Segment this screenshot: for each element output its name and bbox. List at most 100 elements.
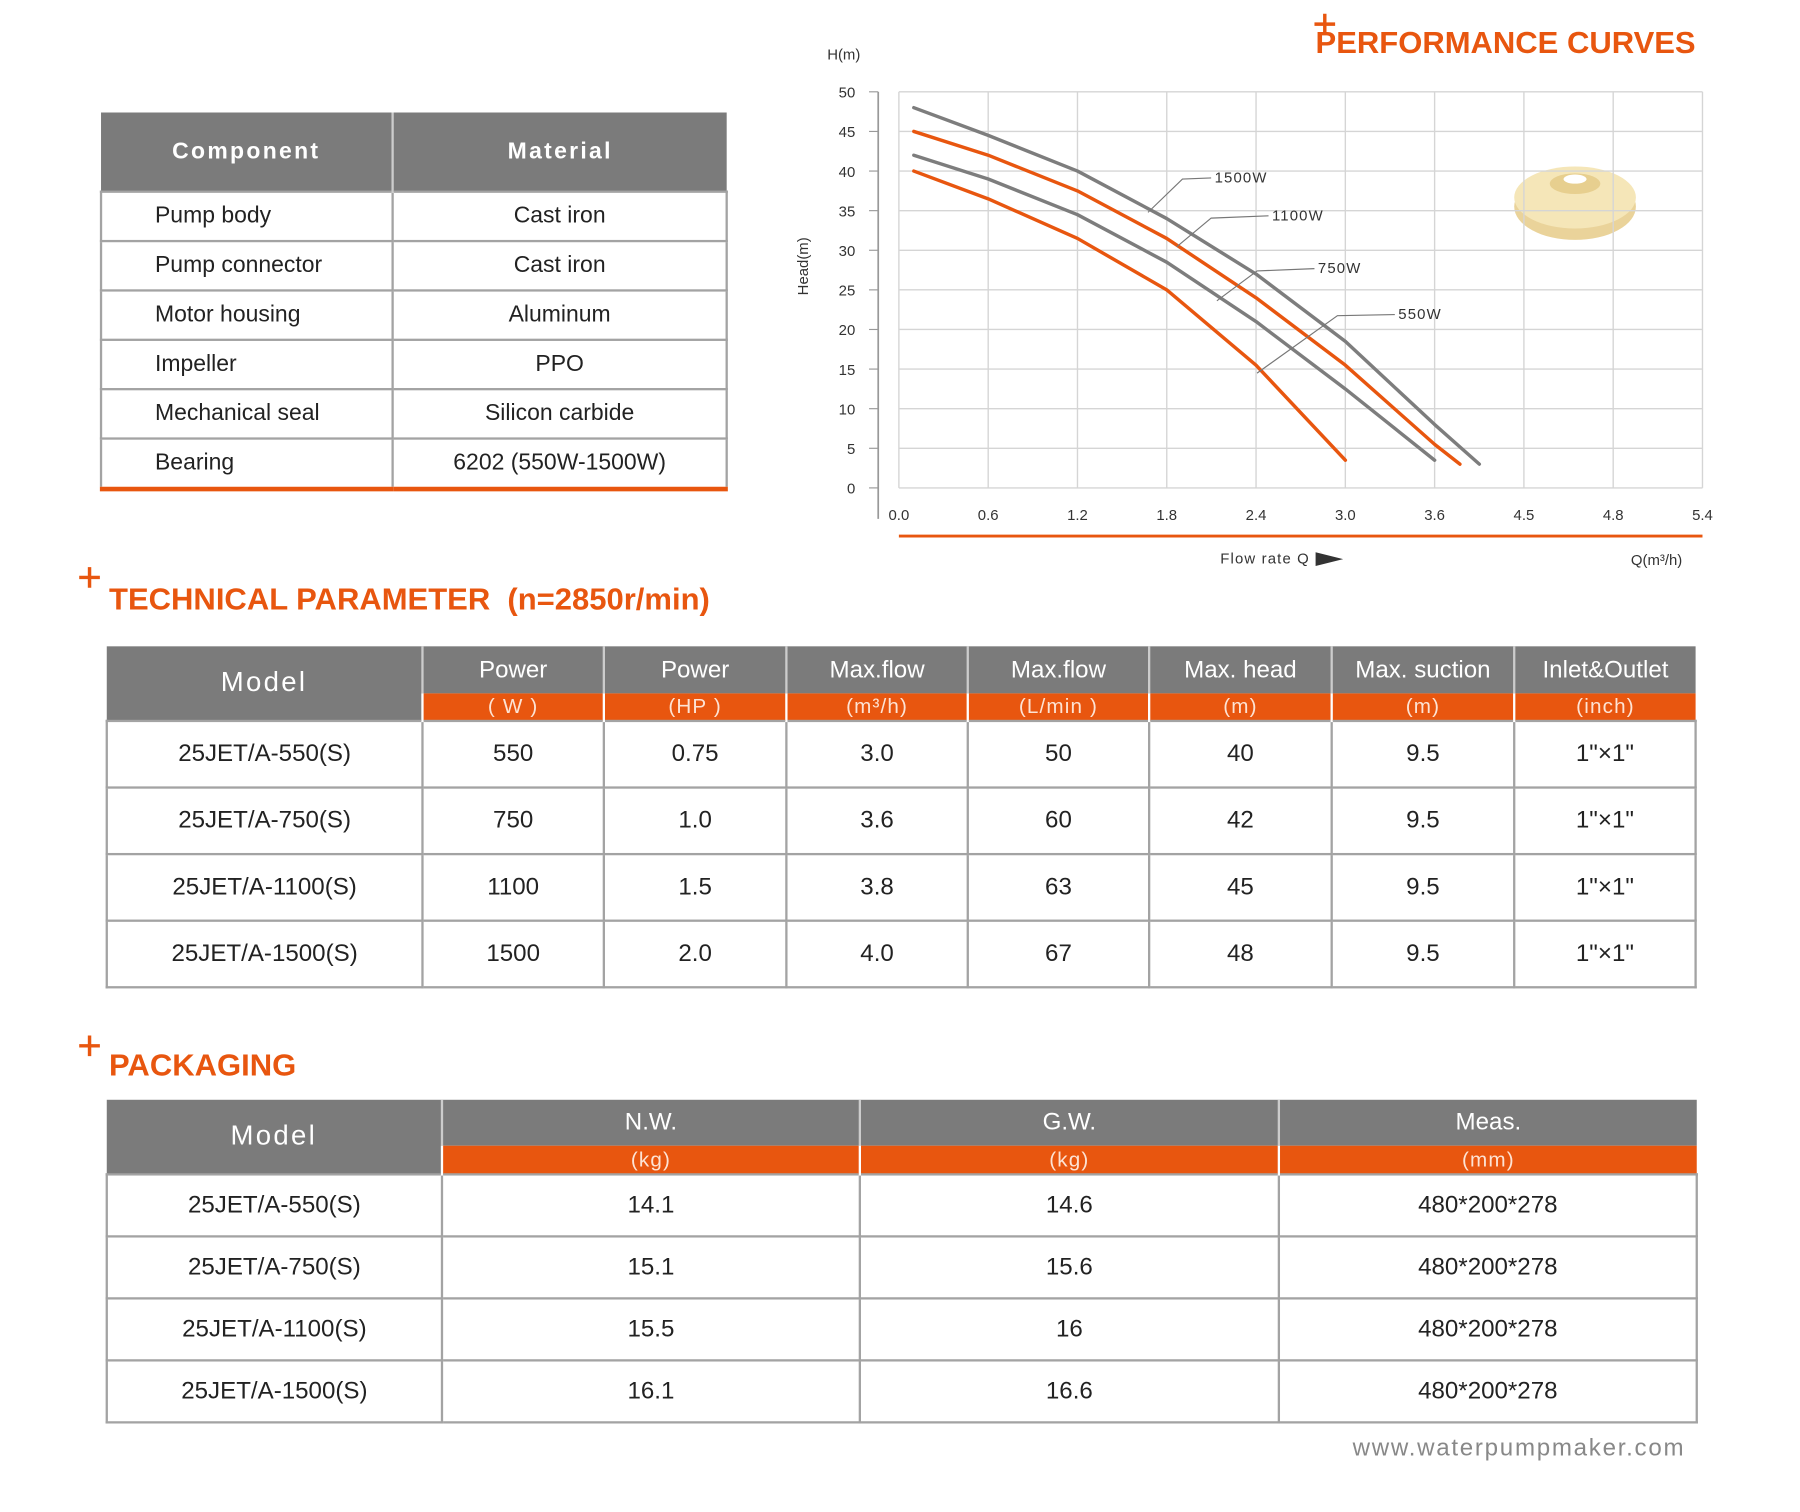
- x-tick-label: 1.2: [1067, 507, 1088, 524]
- column-unit: (kg): [858, 1145, 1279, 1175]
- x-tick-label: 3.6: [1424, 507, 1445, 524]
- table-cell: 1500: [421, 919, 605, 989]
- y-tick-label: 15: [839, 362, 856, 379]
- column-unit: (L/min ): [966, 693, 1150, 721]
- column-header: G.W.: [858, 1099, 1279, 1146]
- table-cell: 1"×1": [1513, 919, 1697, 989]
- table-cell: 550: [421, 719, 605, 789]
- table-cell: Silicon carbide: [391, 388, 728, 440]
- column-unit: (m): [1330, 693, 1515, 721]
- table-cell: Pump body: [99, 190, 394, 243]
- section-title: PERFORMANCE CURVES: [1315, 25, 1696, 60]
- section-title: TECHNICAL PARAMETER (n=2850r/min): [109, 582, 710, 617]
- table-cell: 25JET/A-750(S): [105, 786, 424, 856]
- table-cell: 480*200*278: [1277, 1235, 1698, 1300]
- table-cell: 25JET/A-750(S): [105, 1235, 444, 1300]
- x-tick-label: 1.8: [1156, 507, 1177, 524]
- table-row: 25JET/A-550(S) 14.1 14.6 480*200*278: [105, 1173, 1698, 1238]
- table-cell: Mechanical seal: [99, 388, 394, 440]
- table-cell: 25JET/A-1100(S): [105, 1297, 444, 1362]
- plus-icon: [1314, 13, 1336, 35]
- table-cell: 480*200*278: [1277, 1173, 1698, 1238]
- table-cell: Motor housing: [99, 289, 394, 341]
- table-cell: 480*200*278: [1277, 1297, 1698, 1362]
- column-header: Material: [392, 112, 727, 192]
- y-tick-label: 25: [839, 283, 856, 300]
- table-cell: Pump connector: [99, 239, 394, 292]
- x-unit-label: Q(m³/h): [1631, 552, 1682, 569]
- header-row: Model N.W. G.W. Meas.: [106, 1099, 1697, 1175]
- table-cell: 50: [966, 719, 1151, 789]
- table-row: 25JET/A-550(S) 550 0.75 3.0 50 40 9.5 1"×1": [105, 719, 1697, 789]
- x-tick-label: 0.6: [978, 507, 999, 524]
- column-header: Model: [106, 1099, 442, 1175]
- table-row: 25JET/A-750(S) 15.1 15.6 480*200*278: [105, 1235, 1698, 1300]
- plus-icon: [79, 567, 100, 588]
- plus-icon: [79, 1035, 100, 1057]
- table-cell: 2.0: [602, 919, 788, 989]
- y-tick-label: 50: [839, 85, 856, 102]
- unit-row: ( W ) (HP ) (m³/h) (L/min ) (m) (m) (inch): [107, 693, 1696, 721]
- x-tick-label: 3.0: [1335, 507, 1356, 524]
- table-row: 25JET/A-750(S) 750 1.0 3.6 60 42 9.5 1"×1": [105, 786, 1697, 856]
- table-cell: 25JET/A-1500(S): [105, 919, 424, 989]
- table-cell: 1"×1": [1513, 719, 1697, 789]
- table-cell: 1100: [421, 852, 605, 922]
- table-row: Pump body Cast iron: [99, 190, 728, 243]
- y-tick-label: 40: [839, 164, 856, 181]
- table-cell: 25JET/A-1500(S): [105, 1359, 444, 1424]
- curve: [912, 105, 1482, 466]
- y-tick-label: 0: [847, 481, 855, 498]
- table-cell: 42: [1147, 786, 1333, 856]
- table-row: 25JET/A-1100(S) 1100 1.5 3.8 63 45 9.5 1"×1": [105, 852, 1697, 922]
- table-cell: 16.1: [440, 1359, 861, 1424]
- table-cell: 1.0: [602, 786, 788, 856]
- table-cell: Cast iron: [391, 190, 728, 243]
- curve: [912, 153, 1437, 462]
- table-cell: 15.1: [440, 1235, 861, 1300]
- table-cell: 16.6: [858, 1359, 1281, 1424]
- table-cell: 40: [1147, 719, 1333, 789]
- column-unit: (m): [1147, 693, 1332, 721]
- column-header: Component: [101, 112, 394, 192]
- x-axis-title: Flow rate Q: [1220, 551, 1310, 568]
- series-label: 1100W: [1272, 207, 1324, 224]
- y-tick-label: 45: [839, 124, 856, 141]
- table-cell: 14.6: [858, 1173, 1281, 1238]
- table-cell: Aluminum: [391, 289, 728, 341]
- series-label: 550W: [1398, 306, 1442, 323]
- section-title: PACKAGING: [109, 1048, 297, 1083]
- x-tick-label: 5.4: [1692, 507, 1713, 524]
- column-header: Max.flow: [785, 646, 968, 694]
- header-row: Model Power Power Max.flow Max.flow Max. head…: [106, 646, 1696, 721]
- column-unit: (kg): [440, 1145, 860, 1175]
- column-unit: (m³/h): [785, 693, 968, 721]
- y-unit-label: H(m): [827, 47, 860, 64]
- leader-line: [1147, 177, 1212, 213]
- table-cell: 67: [966, 919, 1151, 989]
- performance-chart: 0 5 10 15 20 25 30 35 40 45 50 0.0 0.6 1.2 1.8 2.4 3.0 3.…: [795, 47, 1713, 569]
- impeller-image: [1514, 166, 1636, 229]
- table-cell: 480*200*278: [1277, 1359, 1698, 1424]
- table-cell: 3.6: [785, 786, 969, 856]
- x-tick-label: 4.8: [1603, 507, 1624, 524]
- table-cell: 25JET/A-1100(S): [105, 852, 424, 922]
- column-header: Max. suction: [1330, 646, 1515, 694]
- packaging-table: Model N.W. G.W. Meas. (kg) (kg) (mm) 25JET/A-55…: [105, 1099, 1698, 1424]
- table-cell: 9.5: [1330, 719, 1516, 789]
- table-cell: 1"×1": [1513, 786, 1697, 856]
- curve: [912, 169, 1348, 462]
- curve: [912, 129, 1462, 466]
- leader-line: [1176, 215, 1269, 248]
- y-tick-label: 20: [839, 322, 856, 339]
- table-row: Pump connector Cast iron: [99, 239, 728, 292]
- technical-table: Model Power Power Max.flow Max.flow Max. head…: [105, 646, 1697, 989]
- y-tick-label: 10: [839, 401, 856, 418]
- column-unit: (HP ): [602, 693, 787, 721]
- table-row: 25JET/A-1500(S) 16.1 16.6 480*200*278: [105, 1359, 1698, 1424]
- column-header: Model: [106, 646, 423, 721]
- column-header: Power: [602, 646, 787, 694]
- component-table: Component Material Pump body Cast iron Pump …: [99, 112, 728, 492]
